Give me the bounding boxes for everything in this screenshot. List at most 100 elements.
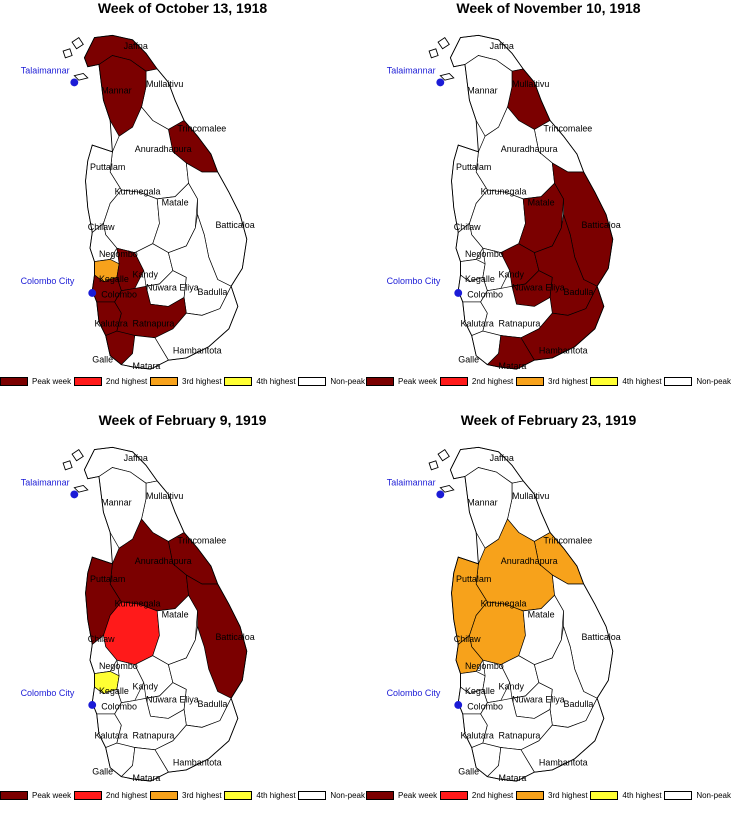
legend-label: 3rd highest (182, 791, 222, 800)
district-label-chilaw: Chilaw (454, 222, 481, 232)
city-label-colombo-city: Colombo City (21, 276, 75, 286)
district-label-kegalle: Kegalle (99, 274, 129, 284)
district-label-matara: Matara (499, 773, 527, 782)
district-label-chilaw: Chilaw (88, 634, 115, 644)
legend-swatch (664, 791, 693, 800)
legend-fourth: 4th highest (590, 377, 662, 386)
district-label-kurunegala: Kurunegala (481, 598, 527, 608)
district-label-kandy: Kandy (499, 681, 525, 691)
legend-label: 3rd highest (182, 377, 222, 386)
district-label-negombo: Negombo (465, 661, 504, 671)
city-label-colombo-city: Colombo City (387, 276, 441, 286)
legend-second: 2nd highest (73, 377, 148, 386)
district-label-nuwara-eliya: Nuwara Eliya (512, 695, 565, 705)
legend-label: Peak week (32, 791, 72, 800)
legend-fourth: 4th highest (590, 791, 662, 800)
district-label-puttalam: Puttalam (456, 574, 491, 584)
district-label-kandy: Kandy (133, 269, 159, 279)
district-label-hambantota: Hambantota (539, 345, 588, 355)
legend-third: 3rd highest (516, 377, 588, 386)
city-dot-talaimannar (70, 78, 79, 87)
coastline (449, 34, 614, 370)
legend-swatch (664, 377, 693, 386)
district-label-matale: Matale (528, 198, 555, 208)
legend-label: 3rd highest (548, 791, 588, 800)
island-shape (439, 72, 455, 81)
district-label-negombo: Negombo (99, 661, 138, 671)
district-label-kalutara: Kalutara (94, 319, 127, 329)
map-panel-2: Week of November 10, 1918 Jaffna Mullaiti… (366, 0, 731, 401)
island-shape (428, 460, 439, 471)
island-shape (73, 484, 89, 493)
district-label-colombo: Colombo (467, 289, 503, 299)
district-label-chilaw: Chilaw (88, 222, 115, 232)
district-label-mannar: Mannar (467, 86, 497, 96)
coastline (449, 446, 614, 782)
legend-label: 2nd highest (105, 377, 148, 386)
coastline (83, 446, 248, 782)
legend-label: 4th highest (622, 377, 662, 386)
district-label-mannar: Mannar (467, 498, 497, 508)
legend-label: Peak week (398, 377, 438, 386)
district-label-hambantota: Hambantota (173, 757, 222, 767)
legend-swatch (0, 791, 28, 800)
map-group: Jaffna Mullaitivu Mannar Trincomalee Anuradh… (21, 446, 255, 782)
district-label-puttalam: Puttalam (90, 574, 125, 584)
district-label-ratnapura: Ratnapura (133, 731, 175, 741)
district-label-ratnapura: Ratnapura (499, 731, 541, 741)
legend-peak: Peak week (366, 377, 437, 386)
district-label-batticaloa: Batticaloa (215, 220, 254, 230)
district-label-batticaloa: Batticaloa (581, 632, 620, 642)
legend-nonpeak: Non-peak (298, 377, 365, 386)
legend-swatch (73, 377, 102, 386)
island-shape (62, 460, 73, 471)
city-dot-colombo-city (88, 289, 97, 297)
legend-third: 3rd highest (516, 791, 588, 800)
district-label-jaffna: Jaffna (124, 41, 148, 51)
district-label-mullaitivu: Mullaitivu (146, 491, 183, 501)
legend-nonpeak: Non-peak (298, 791, 365, 800)
district-label-negombo: Negombo (99, 249, 138, 259)
city-dot-talaimannar (436, 490, 445, 499)
map-group: Jaffna Mullaitivu Mannar Trincomalee Anuradh… (387, 34, 621, 370)
legend-swatch (298, 377, 327, 386)
district-label-kurunegala: Kurunegala (115, 186, 161, 196)
district-label-trincomalee: Trincomalee (177, 536, 226, 546)
sri-lanka-map: Jaffna Mullaitivu Mannar Trincomalee Anuradh… (21, 34, 255, 370)
district-label-kalutara: Kalutara (460, 319, 493, 329)
district-label-anuradhapura: Anuradhapura (135, 144, 192, 154)
district-label-galle: Galle (92, 354, 113, 364)
district-label-anuradhapura: Anuradhapura (501, 144, 558, 154)
panel-title: Week of November 10, 1918 (456, 0, 641, 16)
city-label-talaimannar: Talaimannar (387, 477, 436, 487)
legend-swatch (516, 377, 545, 386)
island-shape (437, 36, 450, 50)
district-label-negombo: Negombo (465, 249, 504, 259)
district-label-mullaitivu: Mullaitivu (512, 79, 549, 89)
legend-swatch (439, 377, 468, 386)
legend-swatch (590, 791, 619, 800)
city-dot-talaimannar (436, 78, 445, 87)
city-dot-colombo-city (454, 289, 463, 297)
district-label-galle: Galle (458, 354, 479, 364)
legend-fourth: 4th highest (224, 377, 296, 386)
map-panel-3: Week of February 9, 1919 Jaffna Mullaitiv… (0, 412, 365, 813)
legend-peak: Peak week (0, 791, 71, 800)
legend-swatch (366, 377, 394, 386)
district-label-ratnapura: Ratnapura (499, 319, 541, 329)
district-label-matara: Matara (133, 773, 161, 782)
legend-swatch (73, 791, 102, 800)
district-label-jaffna: Jaffna (124, 453, 148, 463)
legend-label: Peak week (398, 791, 438, 800)
district-label-matara: Matara (499, 361, 527, 370)
legend-label: 3rd highest (548, 377, 588, 386)
city-label-talaimannar: Talaimannar (387, 65, 436, 75)
district-label-hambantota: Hambantota (539, 757, 588, 767)
legend-second: 2nd highest (439, 791, 513, 800)
district-label-ratnapura: Ratnapura (133, 319, 175, 329)
district-label-jaffna: Jaffna (490, 453, 514, 463)
district-label-trincomalee: Trincomalee (177, 124, 226, 134)
district-label-anuradhapura: Anuradhapura (135, 556, 192, 566)
district-label-kandy: Kandy (499, 269, 525, 279)
map-group: Jaffna Mullaitivu Mannar Trincomalee Anuradh… (387, 446, 621, 782)
